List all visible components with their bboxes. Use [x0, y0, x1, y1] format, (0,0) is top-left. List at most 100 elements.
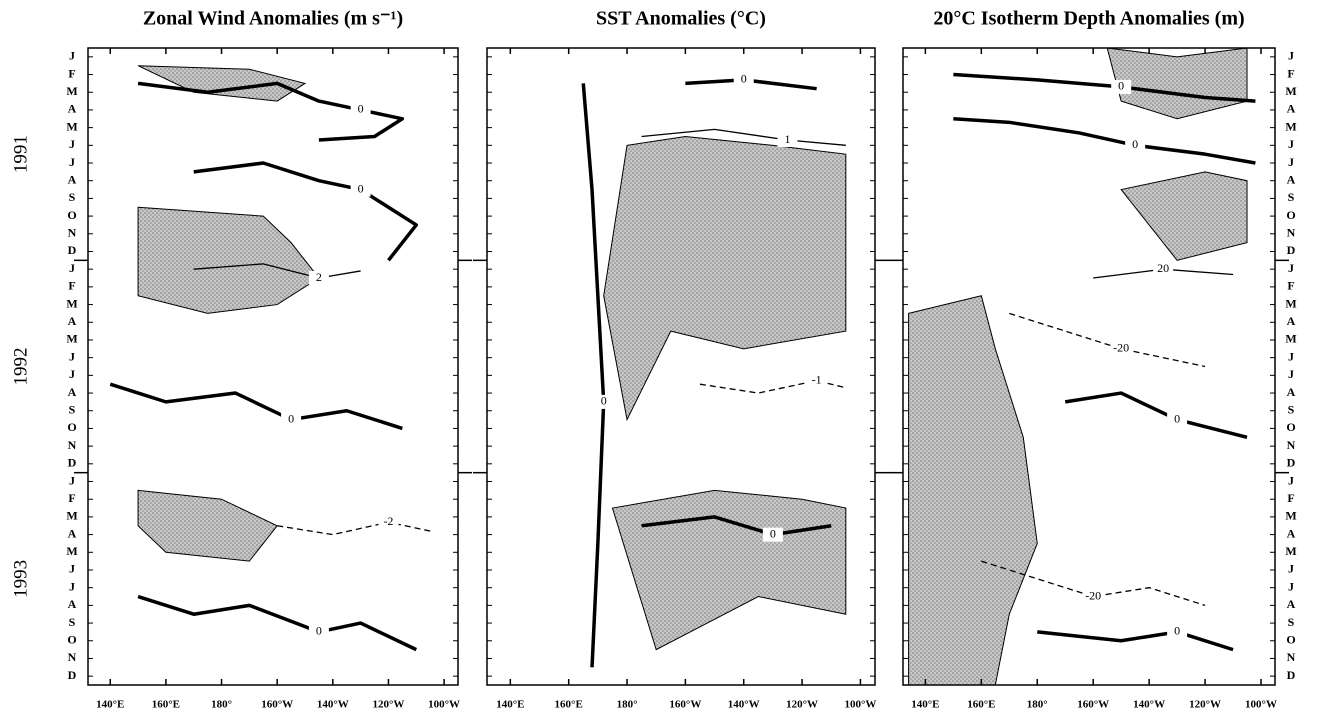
month-label: J [1288, 137, 1294, 151]
month-label: J [69, 349, 75, 363]
contour-line [699, 380, 846, 394]
contour-label-bg [777, 133, 798, 148]
x-tick-label: 140°E [496, 699, 524, 711]
contour-line [641, 515, 832, 537]
month-label: J [69, 367, 75, 381]
month-label: D [1287, 456, 1296, 470]
x-tick-label: 160°W [261, 699, 293, 711]
contour-line [193, 263, 361, 279]
month-label: J [69, 473, 75, 487]
panel-frame [902, 47, 1276, 686]
shaded-region [908, 295, 1038, 685]
month-label: S [1288, 615, 1295, 629]
contour-label-bg [308, 624, 329, 639]
month-label: O [1286, 208, 1295, 222]
contour-line [277, 521, 431, 536]
contour-label: 0 [1118, 79, 1124, 93]
month-label: M [66, 296, 77, 310]
month-label: N [1287, 650, 1296, 664]
month-label: N [1287, 226, 1296, 240]
x-tick-label: 140°W [728, 699, 760, 711]
contour-label-bg [1167, 412, 1188, 427]
month-label: D [68, 456, 77, 470]
month-label: A [1287, 597, 1296, 611]
month-label: O [1286, 420, 1295, 434]
x-tick-label: 120°W [1189, 699, 1221, 711]
contour-line [137, 81, 405, 142]
x-tick-label: 100°W [428, 699, 460, 711]
contour-label-bg [1167, 624, 1188, 639]
x-tick-label: 160°E [967, 699, 995, 711]
panel: 0 0 20 -20 0 -20 0 [908, 48, 1256, 685]
month-label: M [66, 332, 77, 346]
month-label: J [69, 562, 75, 576]
contour-label: 0 [1132, 137, 1138, 151]
panel-frame [87, 47, 459, 686]
month-label: S [69, 402, 76, 416]
month-label: N [68, 226, 77, 240]
x-tick-label: 160°E [555, 699, 583, 711]
month-label: A [1287, 314, 1296, 328]
x-tick-label: 140°W [317, 699, 349, 711]
contour-label: 0 [601, 394, 607, 408]
x-tick-label: 140°E [911, 699, 939, 711]
contour-label: 1 [784, 132, 790, 146]
x-tick-label: 180° [617, 699, 638, 711]
contour-label: -2 [383, 514, 393, 528]
contour-label: 0 [1174, 411, 1180, 425]
month-label: M [1285, 119, 1296, 133]
year-label: 1991 [10, 135, 31, 173]
month-label: A [68, 526, 77, 540]
month-label: A [68, 385, 77, 399]
month-label: O [1286, 633, 1295, 647]
month-label: D [68, 668, 77, 682]
year-label: 1992 [10, 348, 31, 386]
contour-line [137, 594, 418, 652]
month-label: A [1287, 385, 1296, 399]
contour-line [981, 560, 1206, 606]
x-tick-label: 160°W [669, 699, 701, 711]
x-tick-label: 120°W [372, 699, 404, 711]
month-label: A [68, 314, 77, 328]
contour-label: 0 [288, 411, 294, 425]
contour-label-bg [1111, 341, 1132, 356]
month-label: N [68, 438, 77, 452]
month-label: A [1287, 526, 1296, 540]
contour-label-bg [1153, 262, 1174, 277]
month-label: A [1287, 172, 1296, 186]
contour-label-bg [1125, 138, 1146, 153]
contour-label-bg [281, 412, 302, 427]
month-label: M [66, 84, 77, 98]
contour-line [109, 382, 403, 431]
month-label: M [1285, 296, 1296, 310]
x-tick-label: 100°W [1245, 699, 1277, 711]
month-label: J [69, 155, 75, 169]
contour-label: 0 [1174, 624, 1180, 638]
contour-label-bg [350, 102, 371, 117]
panel-frame [486, 47, 876, 686]
month-label: J [1288, 473, 1294, 487]
contour-label-bg [1111, 79, 1132, 94]
month-label: J [69, 49, 75, 63]
month-label: M [1285, 509, 1296, 523]
month-label: F [1287, 66, 1294, 80]
contour-label-bg [593, 394, 614, 409]
x-tick-label: 140°E [96, 699, 124, 711]
shaded-region [611, 489, 847, 651]
contour-label: 2 [316, 270, 322, 284]
contour-line [1064, 391, 1248, 439]
month-label: M [1285, 84, 1296, 98]
month-label: J [1288, 155, 1294, 169]
month-label: D [1287, 668, 1296, 682]
shaded-region [603, 135, 847, 422]
contour-label-bg [1083, 589, 1104, 604]
contour-label: 0 [741, 72, 747, 86]
month-label: J [1288, 349, 1294, 363]
month-label: M [66, 119, 77, 133]
month-label: A [68, 102, 77, 116]
panel-title: Zonal Wind Anomalies (m s⁻¹) [143, 8, 403, 30]
contour-line [581, 83, 606, 668]
month-label: O [67, 208, 76, 222]
x-tick-label: 140°W [1133, 699, 1165, 711]
contour-line [641, 128, 846, 146]
